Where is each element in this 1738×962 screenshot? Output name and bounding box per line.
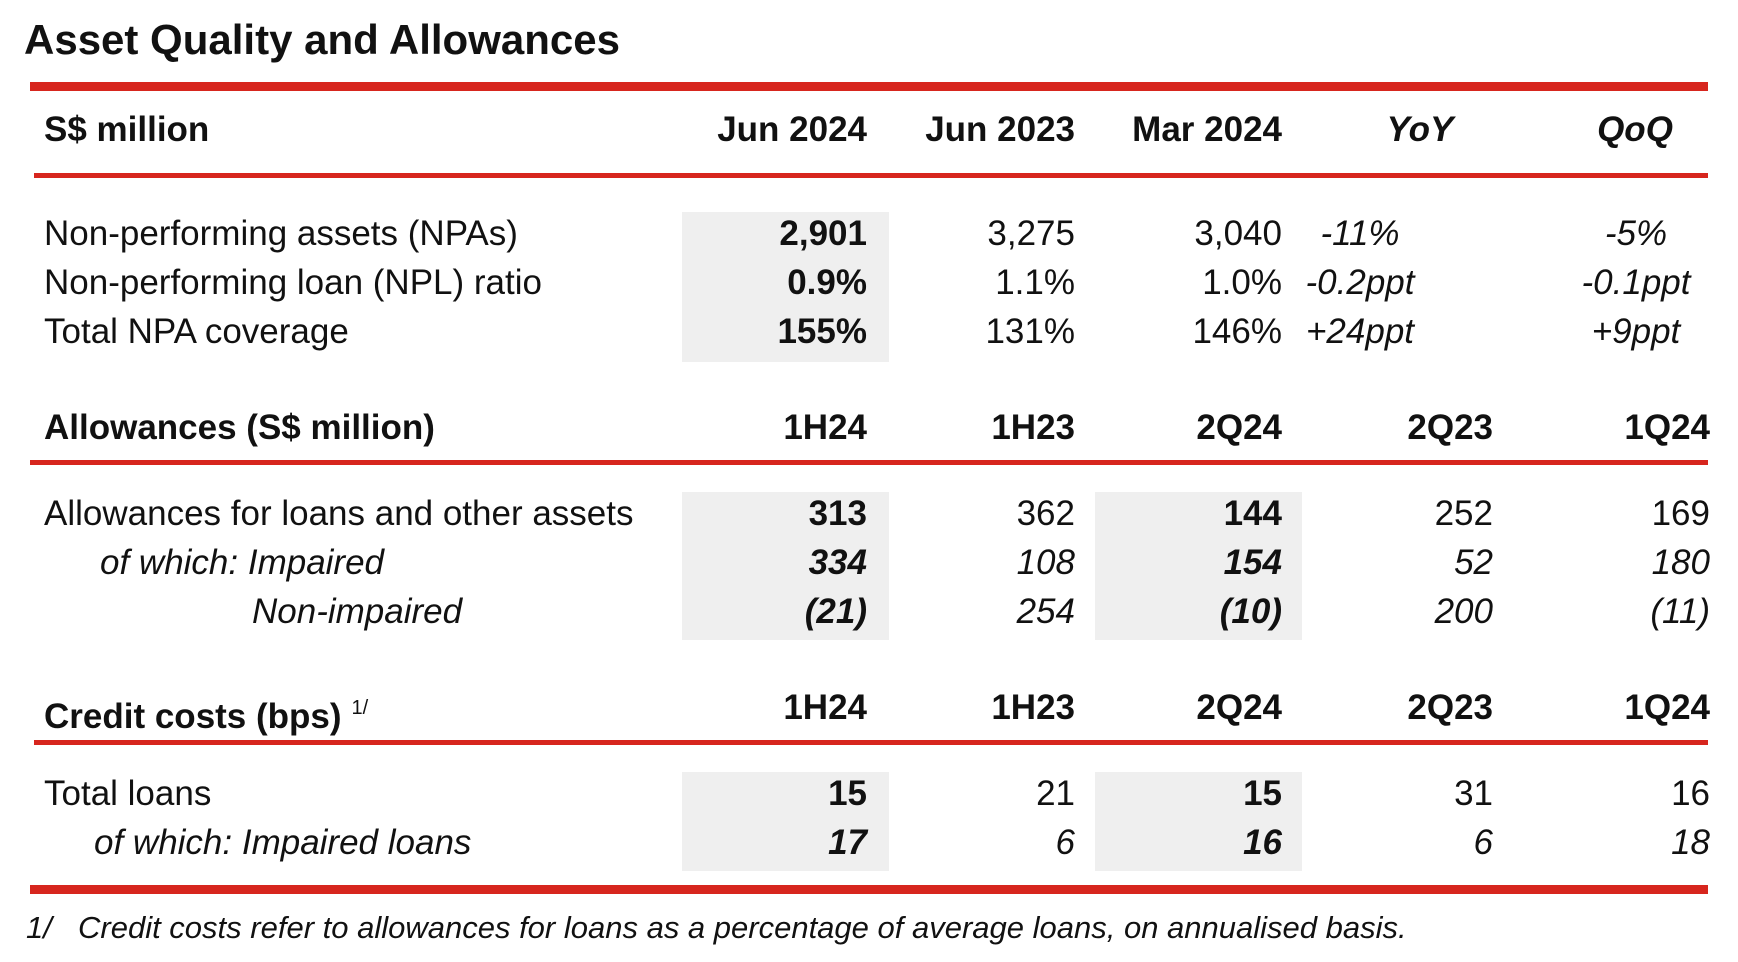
highlight-jun2024-npa bbox=[682, 212, 889, 362]
table-cell: 254 bbox=[1016, 592, 1075, 631]
table-cell: 180 bbox=[1651, 543, 1710, 582]
table-cell: 252 bbox=[1434, 494, 1493, 533]
section-header-allowances: Allowances (S$ million) 1H24 1H23 2Q24 2… bbox=[0, 403, 1738, 453]
row-label: of which: Impaired loans bbox=[94, 823, 472, 862]
table-cell: 313 bbox=[808, 494, 867, 533]
table-cell: 144 bbox=[1223, 494, 1282, 533]
column-header-2q23: 2Q23 bbox=[1407, 688, 1493, 727]
footnote-text: Credit costs refer to allowances for loa… bbox=[78, 910, 1407, 945]
highlight-2q24-allowances bbox=[1095, 492, 1302, 640]
table-cell: 0.9% bbox=[787, 263, 867, 302]
table-cell: 362 bbox=[1016, 494, 1075, 533]
table-cell: 6 bbox=[1055, 823, 1075, 862]
column-header-jun2024: Jun 2024 bbox=[717, 110, 867, 149]
table-cell: 131% bbox=[985, 312, 1075, 351]
column-header-1h24: 1H24 bbox=[783, 408, 867, 447]
table-cell: +24ppt bbox=[1305, 312, 1415, 351]
table-cell: 154 bbox=[1223, 543, 1282, 582]
table-cell: 17 bbox=[828, 823, 867, 862]
column-header-2q23: 2Q23 bbox=[1407, 408, 1493, 447]
table-cell: 1.1% bbox=[995, 263, 1075, 302]
row-label: Total loans bbox=[44, 774, 212, 813]
table-cell: +9ppt bbox=[1591, 312, 1681, 351]
section-header-npa: S$ million Jun 2024 Jun 2023 Mar 2024 Yo… bbox=[0, 105, 1738, 155]
footnote-ref: 1/ bbox=[351, 697, 369, 719]
header-rule-1 bbox=[34, 173, 1708, 178]
table-cell: 155% bbox=[777, 312, 867, 351]
table-cell: -0.2ppt bbox=[1305, 263, 1415, 302]
table-row: Total loans 15 21 15 31 16 bbox=[0, 769, 1738, 819]
column-header-mar2024: Mar 2024 bbox=[1132, 110, 1282, 149]
table-cell: 52 bbox=[1454, 543, 1493, 582]
table-cell: 16 bbox=[1671, 774, 1710, 813]
table-cell: 16 bbox=[1243, 823, 1282, 862]
table-cell: -11% bbox=[1320, 214, 1400, 253]
table-cell: 108 bbox=[1016, 543, 1075, 582]
table-row: Non-impaired (21) 254 (10) 200 (11) bbox=[0, 587, 1738, 637]
bottom-rule bbox=[30, 885, 1708, 894]
column-header-label: S$ million bbox=[44, 110, 210, 149]
table-cell: (21) bbox=[804, 592, 867, 631]
column-header-qoq: QoQ bbox=[1597, 110, 1673, 149]
table-cell: (10) bbox=[1219, 592, 1282, 631]
table-row: Allowances for loans and other assets 31… bbox=[0, 489, 1738, 539]
column-header-2q24: 2Q24 bbox=[1196, 408, 1282, 447]
table-cell: 1.0% bbox=[1202, 263, 1282, 302]
row-label: Allowances for loans and other assets bbox=[44, 494, 634, 533]
column-header-1q24: 1Q24 bbox=[1624, 688, 1710, 727]
table-cell: 200 bbox=[1434, 592, 1493, 631]
table-cell: 15 bbox=[1243, 774, 1282, 813]
column-header-2q24: 2Q24 bbox=[1196, 688, 1282, 727]
table-row: Non-performing loan (NPL) ratio 0.9% 1.1… bbox=[0, 258, 1738, 308]
header-rule-3 bbox=[34, 740, 1708, 745]
table-cell: 3,040 bbox=[1194, 214, 1282, 253]
table-row: Non-performing assets (NPAs) 2,901 3,275… bbox=[0, 209, 1738, 259]
row-label: Total NPA coverage bbox=[44, 312, 349, 351]
section-title: Allowances (S$ million) bbox=[44, 408, 435, 447]
table-cell: 146% bbox=[1192, 312, 1282, 351]
column-header-1q24: 1Q24 bbox=[1624, 408, 1710, 447]
header-rule-2 bbox=[30, 460, 1708, 465]
table-cell: 2,901 bbox=[779, 214, 867, 253]
table-cell: 169 bbox=[1651, 494, 1710, 533]
section-header-credit-costs: Credit costs (bps) 1/ 1H24 1H23 2Q24 2Q23… bbox=[0, 683, 1738, 736]
footnote: 1/Credit costs refer to allowances for l… bbox=[26, 906, 1407, 950]
table-cell: 18 bbox=[1671, 823, 1710, 862]
column-header-yoy: YoY bbox=[1386, 110, 1454, 149]
table-cell: 21 bbox=[1036, 774, 1075, 813]
row-label: Non-impaired bbox=[252, 592, 463, 631]
row-label: Non-performing assets (NPAs) bbox=[44, 214, 518, 253]
row-label: of which: Impaired bbox=[100, 543, 385, 582]
top-rule bbox=[30, 82, 1708, 91]
table-cell: -0.1ppt bbox=[1581, 263, 1691, 302]
table-cell: -5% bbox=[1604, 214, 1668, 253]
table-cell: 334 bbox=[808, 543, 867, 582]
highlight-1h24-credit bbox=[682, 772, 889, 871]
highlight-2q24-credit bbox=[1095, 772, 1302, 871]
table-cell: (11) bbox=[1650, 592, 1710, 631]
footnote-marker: 1/ bbox=[26, 910, 52, 945]
section-title-text: Credit costs (bps) bbox=[44, 697, 342, 736]
table-cell: 15 bbox=[828, 774, 867, 813]
row-label: Non-performing loan (NPL) ratio bbox=[44, 263, 542, 302]
table-cell: 31 bbox=[1454, 774, 1493, 813]
table-row: of which: Impaired 334 108 154 52 180 bbox=[0, 538, 1738, 588]
column-header-1h24: 1H24 bbox=[783, 688, 867, 727]
table-row: Total NPA coverage 155% 131% 146% +24ppt… bbox=[0, 307, 1738, 357]
column-header-1h23: 1H23 bbox=[991, 408, 1075, 447]
table-cell: 3,275 bbox=[987, 214, 1075, 253]
table-cell: 6 bbox=[1473, 823, 1493, 862]
column-header-jun2023: Jun 2023 bbox=[925, 110, 1075, 149]
highlight-1h24-allowances bbox=[682, 492, 889, 640]
section-title: Credit costs (bps) 1/ bbox=[44, 683, 368, 742]
column-header-1h23: 1H23 bbox=[991, 688, 1075, 727]
page-title: Asset Quality and Allowances bbox=[24, 16, 620, 63]
table-row: of which: Impaired loans 17 6 16 6 18 bbox=[0, 818, 1738, 868]
